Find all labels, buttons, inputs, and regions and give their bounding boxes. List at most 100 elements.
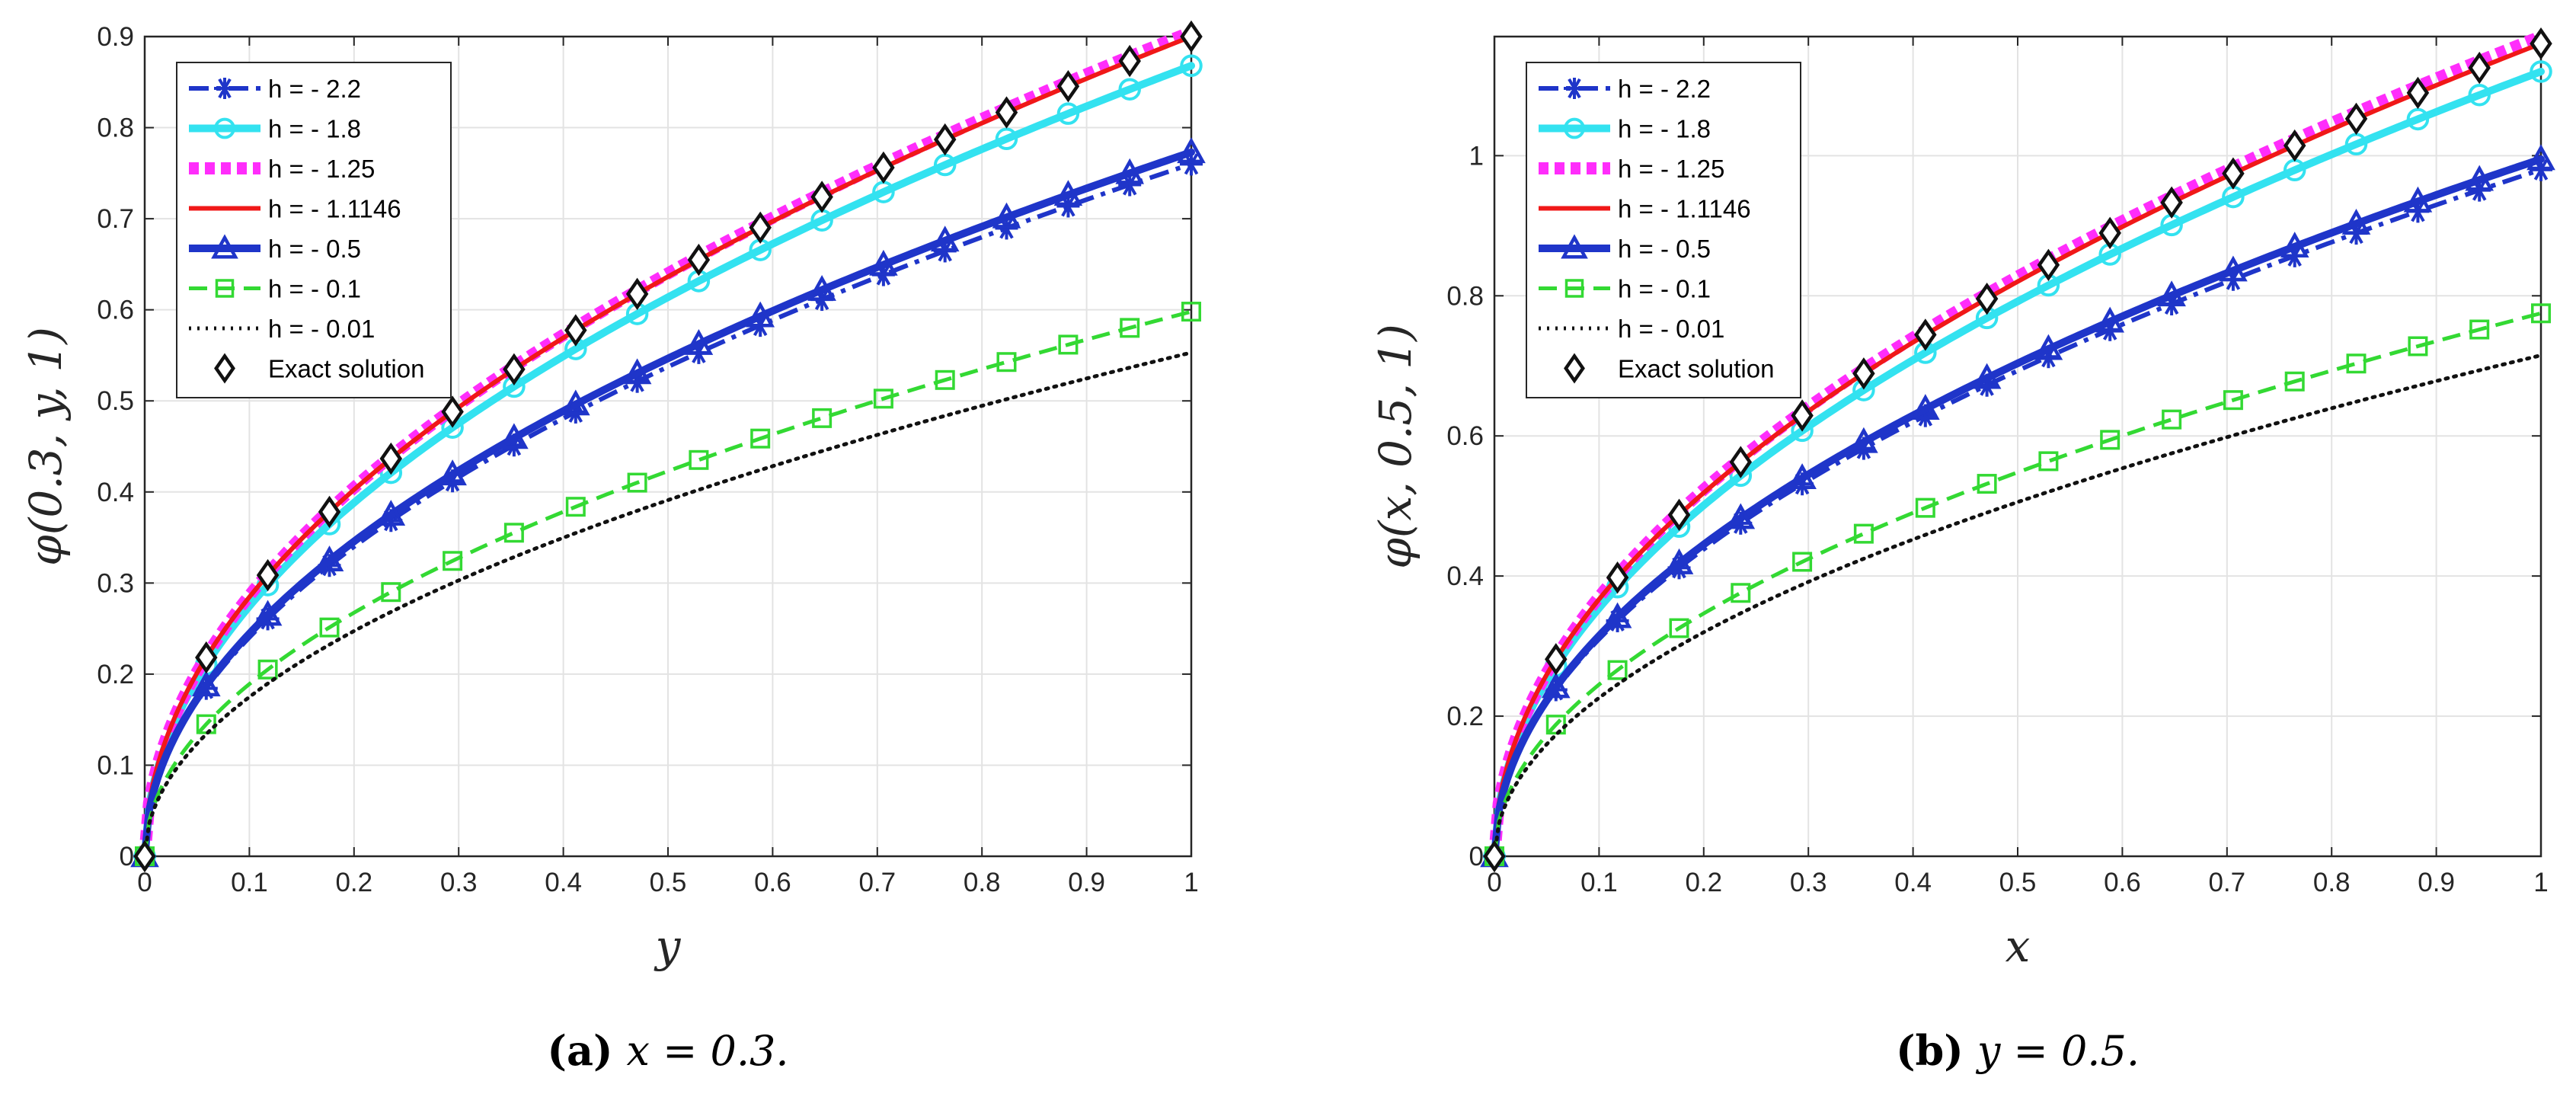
data-point-4: [930, 225, 960, 252]
data-point-5: [381, 582, 401, 603]
data-point-5: [319, 617, 340, 638]
data-point-1: [995, 127, 1018, 151]
data-point-7: [2098, 216, 2121, 250]
data-point-7: [1729, 446, 1753, 478]
legend-marker-1: [1564, 117, 1585, 139]
caption: (b) y = 0.5.: [1896, 1026, 2140, 1075]
x-tick-label: 0.9: [1068, 868, 1105, 897]
series-line-6: [1492, 353, 2543, 859]
legend-marker-7: [214, 353, 235, 384]
x-tick-label: 0.5: [1999, 868, 2037, 897]
data-point-5: [812, 408, 833, 428]
data-point-7: [503, 353, 526, 385]
data-point-4: [191, 670, 221, 697]
x-tick-label: 0.2: [335, 868, 372, 897]
data-point-4: [2095, 306, 2125, 333]
caption-label: (a): [547, 1026, 612, 1075]
data-point-4: [1115, 158, 1145, 184]
data-point-1: [1180, 54, 1203, 78]
legend-marker-5: [215, 279, 235, 298]
x-tick-label: 1: [1184, 868, 1198, 897]
data-point-4: [992, 202, 1021, 229]
legend-marker-4: [211, 234, 238, 259]
y-tick-label: 0.1: [97, 750, 134, 780]
data-point-4: [1541, 672, 1571, 699]
x-tick-label: 0.5: [650, 868, 687, 897]
data-point-4: [869, 249, 898, 276]
data-point-7: [564, 314, 587, 347]
x-tick-label: 0: [137, 868, 152, 897]
data-point-7: [1914, 318, 1937, 351]
y-tick-label: 0.9: [97, 22, 134, 52]
data-point-7: [318, 495, 341, 529]
data-point-5: [1181, 302, 1201, 322]
data-point-7: [1118, 44, 1141, 78]
series-line-3: [142, 34, 1194, 859]
legend-label: h = - 0.01: [1618, 315, 1724, 343]
data-point-5: [2100, 430, 2121, 450]
data-point-4: [1972, 363, 2002, 389]
data-point-4: [1788, 463, 1817, 490]
x-tick-label: 0.8: [2313, 868, 2351, 897]
legend-label: h = - 1.8: [1618, 115, 1711, 143]
x-tick-label: 0.1: [1580, 868, 1618, 897]
data-point-1: [1056, 102, 1080, 125]
data-point-4: [253, 600, 283, 626]
data-point-4: [376, 500, 406, 526]
y-axis-label: φ(x, 0.5, 1): [1369, 324, 1421, 568]
data-point-5: [1915, 497, 1935, 518]
data-point-5: [2223, 390, 2243, 411]
legend-label: h = - 2.2: [1618, 75, 1711, 103]
axes-frame: [1493, 35, 2542, 858]
data-point-7: [379, 442, 403, 475]
y-tick-label: 0.2: [97, 660, 134, 689]
legend-label: h = - 1.1146: [1618, 195, 1751, 223]
y-tick-label: 0.2: [1446, 702, 1484, 731]
data-point-7: [441, 395, 464, 428]
legend-label: h = - 0.1: [268, 275, 361, 303]
data-point-5: [443, 551, 463, 571]
data-point-5: [257, 659, 278, 680]
axes-frame: [143, 35, 1193, 858]
y-tick-label: 0.4: [1446, 561, 1484, 591]
data-point-7: [1975, 282, 1999, 315]
data-point-4: [500, 423, 529, 449]
data-point-4: [1177, 137, 1206, 164]
data-point-7: [625, 277, 649, 311]
x-tick-label: 0.1: [231, 868, 268, 897]
data-point-7: [2406, 76, 2430, 110]
caption-text: y = 0.5.: [1976, 1027, 2140, 1075]
legend-marker-1: [214, 117, 235, 139]
legend-label: h = - 1.25: [268, 155, 375, 183]
data-point-4: [561, 389, 590, 416]
data-point-4: [2526, 144, 2555, 171]
x-axis-label: x: [2006, 920, 2031, 972]
data-point-1: [2530, 60, 2552, 83]
x-tick-label: 0.4: [545, 868, 582, 897]
data-point-4: [1910, 394, 1940, 421]
legend-label: Exact solution: [1618, 355, 1774, 383]
data-point-5: [873, 389, 893, 409]
data-point-7: [133, 840, 156, 873]
data-point-5: [565, 497, 586, 517]
data-point-4: [2403, 186, 2433, 213]
y-tick-label: 0.4: [97, 478, 134, 507]
data-point-7: [1483, 840, 1506, 873]
data-point-7: [810, 181, 833, 213]
x-tick-label: 0.2: [1685, 868, 1722, 897]
data-point-7: [2530, 27, 2552, 60]
y-tick-label: 0.7: [97, 204, 134, 234]
data-point-4: [1664, 548, 1694, 574]
legend-marker-0: [1564, 78, 1585, 99]
data-point-7: [2222, 157, 2245, 190]
data-point-4: [1603, 602, 1632, 628]
data-point-5: [996, 352, 1017, 373]
x-tick-label: 0.8: [964, 868, 1001, 897]
x-tick-label: 0.9: [2418, 868, 2455, 897]
panel-b: 0 0.1 0.2 0.3 0.4 0.5 0.6 0.7 0.8 0.9 1 0 0.2 0.4 0.6 0…: [1369, 27, 2555, 1075]
data-point-7: [1545, 643, 1568, 676]
data-point-4: [2157, 280, 2186, 307]
data-point-7: [995, 96, 1018, 129]
data-point-5: [2408, 336, 2428, 357]
